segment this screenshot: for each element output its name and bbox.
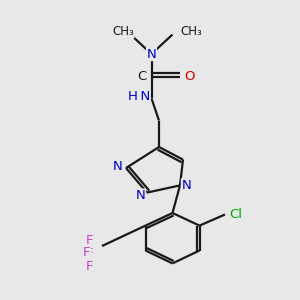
Text: F: F	[85, 233, 93, 247]
Text: N: N	[113, 160, 123, 173]
Text: F: F	[85, 247, 93, 260]
Text: CH₃: CH₃	[112, 25, 134, 38]
Text: Cl: Cl	[230, 208, 242, 221]
Text: O: O	[184, 70, 195, 83]
Text: N: N	[147, 47, 156, 61]
Text: C: C	[138, 70, 147, 83]
Text: F: F	[83, 246, 91, 260]
Text: N: N	[182, 179, 191, 192]
Text: N: N	[136, 189, 146, 202]
Text: H N: H N	[128, 90, 150, 104]
Text: F: F	[85, 260, 93, 274]
Text: CH₃: CH₃	[180, 25, 202, 38]
